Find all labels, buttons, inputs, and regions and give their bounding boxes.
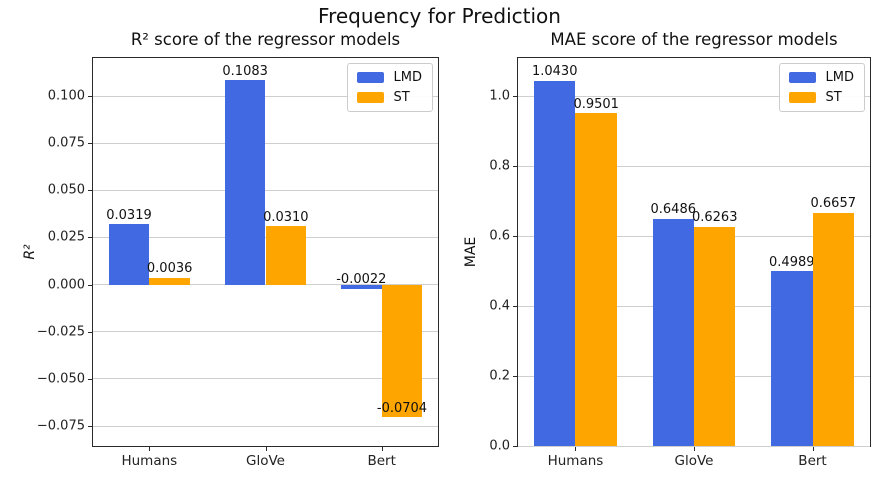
bar-value-label: 0.0319 (106, 207, 152, 223)
gridline (93, 331, 438, 333)
legend-label: LMD (393, 70, 422, 85)
legend-item-lmd: LMD (356, 70, 422, 85)
legend-label: ST (825, 90, 842, 105)
x-tick-mark (812, 447, 814, 451)
bar-value-label: -0.0022 (336, 272, 387, 288)
legend-swatch-st (788, 92, 816, 103)
bar-value-label: 0.9501 (573, 96, 619, 112)
gridline (93, 378, 438, 380)
y-tick-mark (513, 376, 517, 377)
bar-value-label: 0.6657 (810, 196, 857, 212)
legend-swatch-st (356, 92, 384, 103)
figure-suptitle: Frequency for Prediction (318, 4, 561, 28)
x-tick-mark (694, 447, 695, 451)
bar-st-glove (694, 226, 736, 446)
y-tick-mark (88, 190, 92, 192)
bar-value-label: 0.0310 (263, 209, 309, 225)
x-tick-mark (149, 447, 151, 451)
y-tick-label: 0.025 (47, 229, 85, 245)
r2-plot-area: 0.0319 0.0036 0.1083 0.0310 -0.0022 -0.0704 LM… (92, 57, 439, 447)
x-tick-label: GloVe (246, 453, 285, 469)
gridline (93, 189, 438, 191)
y-tick-label: −0.075 (36, 418, 85, 434)
bar-st-bert (812, 213, 854, 446)
gridline (518, 165, 870, 167)
bar-value-label: -0.0704 (376, 400, 428, 416)
y-tick-label: 0.6 (489, 228, 510, 244)
y-tick-mark (513, 446, 517, 447)
gridline (93, 142, 438, 144)
x-tick-label: GloVe (674, 453, 714, 469)
y-tick-label: 0.2 (489, 368, 510, 384)
legend-swatch-lmd (788, 72, 816, 83)
bar-st-humans (149, 277, 190, 285)
bar-value-label: 0.6263 (691, 210, 738, 226)
legend-swatch-lmd (356, 72, 384, 83)
legend: LMD ST (778, 63, 865, 112)
legend-item-st: ST (788, 90, 854, 105)
y-tick-label: 0.8 (489, 158, 510, 174)
y-tick-mark (88, 426, 92, 427)
bar-value-label: 0.6486 (650, 202, 697, 218)
gridline (93, 425, 438, 427)
y-tick-mark (88, 143, 92, 145)
y-tick-mark (88, 96, 92, 98)
gridline (518, 445, 870, 447)
bar-value-label: 1.0430 (531, 64, 578, 80)
y-tick-label: 0.100 (47, 88, 85, 104)
y-tick-label: 0.075 (47, 135, 85, 151)
mae-plot-area: 1.0430 0.9501 0.6486 0.6263 0.4989 0.6657 LMD S… (517, 57, 871, 447)
legend-label: ST (393, 90, 410, 105)
mae-y-axis-label: MAE (463, 236, 479, 268)
r2-chart-title: R² score of the regressor models (130, 30, 401, 49)
r2-y-axis-label: R² (22, 244, 38, 260)
y-tick-mark (513, 306, 517, 307)
bar-lmd-bert (771, 271, 813, 446)
bar-value-label: 0.1083 (222, 63, 268, 79)
y-tick-label: −0.025 (36, 324, 85, 340)
y-tick-mark (88, 331, 92, 333)
y-tick-mark (513, 166, 517, 167)
x-tick-mark (381, 447, 383, 451)
x-tick-mark (265, 447, 267, 451)
bar-lmd-humans (108, 224, 150, 285)
bar-lmd-glove (652, 218, 694, 446)
legend-label: LMD (825, 70, 854, 85)
bar-st-bert (381, 284, 423, 418)
legend-item-lmd: LMD (788, 70, 854, 85)
x-tick-mark (575, 447, 577, 451)
y-tick-mark (513, 236, 517, 237)
x-tick-label: Bert (367, 453, 396, 469)
y-tick-label: 0.4 (489, 298, 510, 314)
y-tick-label: 0.050 (47, 182, 85, 198)
y-tick-mark (513, 96, 517, 97)
x-tick-label: Bert (798, 453, 827, 469)
legend: LMD ST (346, 63, 433, 112)
gridline (93, 284, 438, 286)
bar-lmd-humans (534, 80, 576, 446)
y-tick-label: 0.000 (47, 277, 85, 293)
mae-chart-title: MAE score of the regressor models (550, 30, 838, 49)
y-tick-mark (88, 237, 92, 239)
gridline (93, 95, 438, 97)
y-tick-label: 1.0 (489, 88, 510, 104)
bar-st-glove (265, 226, 307, 285)
x-tick-label: Humans (121, 453, 178, 469)
y-tick-label: −0.050 (36, 371, 85, 387)
bar-lmd-glove (224, 80, 266, 285)
y-tick-label: 0.0 (489, 438, 510, 454)
gridline (518, 95, 870, 97)
legend-item-st: ST (356, 90, 422, 105)
bar-value-label: 0.4989 (769, 254, 815, 270)
y-tick-mark (88, 284, 92, 286)
x-tick-label: Humans (547, 453, 604, 469)
bar-lmd-bert (341, 284, 382, 289)
bar-st-humans (575, 113, 617, 446)
y-tick-mark (88, 378, 92, 380)
bar-value-label: 0.0036 (146, 261, 193, 277)
